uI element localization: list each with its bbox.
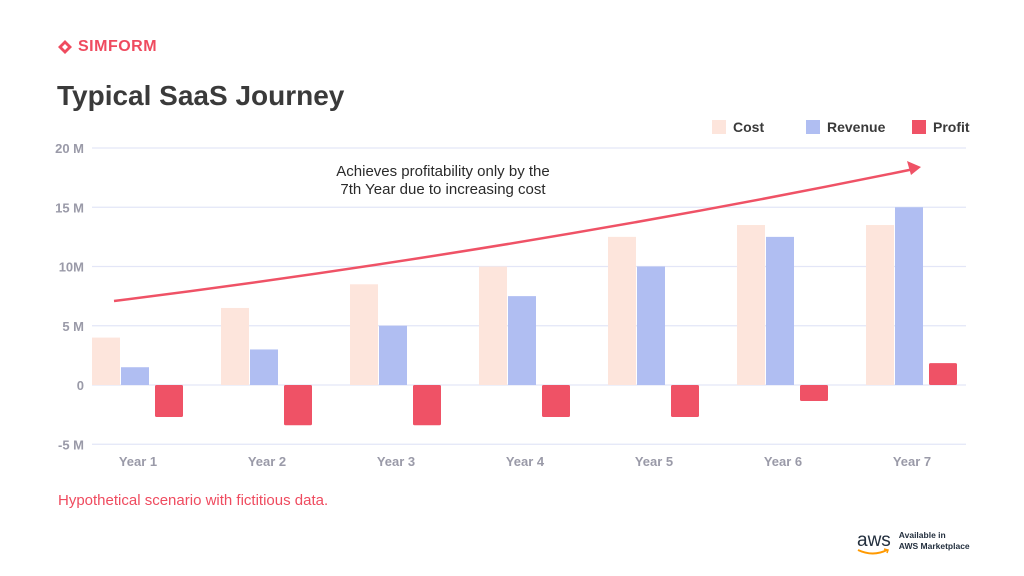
legend-swatch-cost [712, 120, 726, 134]
annotation-line1: Achieves profitability only by the [336, 163, 549, 180]
x-tick-label: Year 2 [248, 454, 286, 469]
footnote: Hypothetical scenario with fictitious da… [58, 492, 329, 509]
bar-revenue [121, 367, 149, 385]
legend-label-profit: Profit [933, 119, 970, 135]
bar-revenue [766, 236, 794, 385]
logo-text: SIMFORM [78, 38, 158, 55]
y-tick-label: 15 M [55, 200, 84, 215]
x-tick-label: Year 3 [377, 454, 415, 469]
bar-cost [92, 337, 120, 385]
aws-line1: Available in [898, 530, 946, 540]
trend-arrowhead-icon [907, 161, 921, 175]
y-tick-label: 0 [77, 378, 84, 393]
y-tick-label: 5 M [62, 319, 84, 334]
bar-profit [671, 385, 699, 417]
bar-cost [608, 236, 636, 385]
legend-swatch-profit [912, 120, 926, 134]
aws-marketplace-badge[interactable]: aws Available in AWS Marketplace [857, 530, 970, 555]
y-tick-label: 20 M [55, 141, 84, 156]
bar-profit [542, 385, 570, 417]
aws-smile-icon [857, 548, 889, 555]
trend-arrow-line [113, 167, 915, 303]
bar-profit [284, 385, 312, 426]
aws-logo: aws [857, 531, 891, 555]
bar-cost [221, 307, 249, 385]
bar-revenue [895, 207, 923, 385]
bar-revenue [250, 349, 278, 385]
legend-swatch-revenue [806, 120, 820, 134]
bar-profit [929, 363, 957, 385]
bar-cost [479, 266, 507, 385]
legend-label-cost: Cost [733, 119, 764, 135]
bar-profit [413, 385, 441, 426]
chart-title: Typical SaaS Journey [57, 80, 345, 111]
bar-cost [350, 284, 378, 385]
legend-label-revenue: Revenue [827, 119, 886, 135]
simform-logo-icon [58, 40, 72, 54]
x-tick-label: Year 6 [764, 454, 802, 469]
bar-cost [737, 225, 765, 385]
bar-profit [155, 385, 183, 417]
x-tick-label: Year 1 [119, 454, 157, 469]
bar-revenue [508, 296, 536, 385]
aws-line2: AWS Marketplace [898, 541, 970, 551]
x-tick-label: Year 4 [506, 454, 545, 469]
bar-revenue [637, 266, 665, 385]
bar-revenue [379, 325, 407, 385]
y-tick-label: -5 M [58, 437, 84, 452]
y-tick-label: 10M [59, 260, 84, 275]
simform-logo: SIMFORM [57, 38, 157, 56]
x-tick-label: Year 5 [635, 454, 673, 469]
bar-profit [800, 385, 828, 401]
annotation-line2: 7th Year due to increasing cost [340, 181, 546, 198]
bar-cost [866, 225, 894, 385]
x-tick-label: Year 7 [893, 454, 931, 469]
